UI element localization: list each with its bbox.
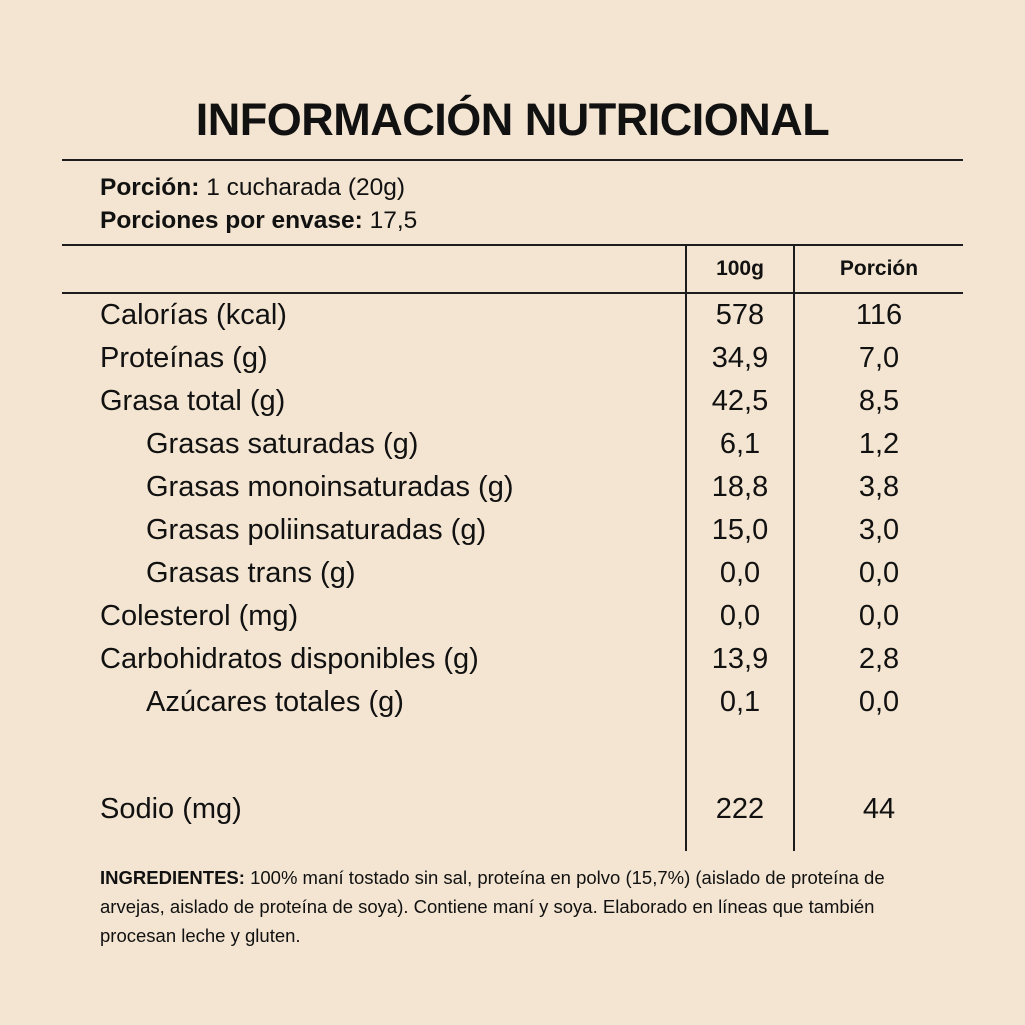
value-100g: 18,8: [685, 466, 793, 509]
table-row-grasas-saturadas: Grasas saturadas (g) 6,1 1,2: [62, 423, 963, 466]
value-100g: 6,1: [685, 423, 793, 466]
serving-info: Porción: 1 cucharada (20g) Porciones por…: [62, 171, 963, 237]
table-row-proteinas: Proteínas (g) 34,9 7,0: [62, 337, 963, 380]
stub-cell: [685, 831, 793, 851]
nutrient-name: Azúcares totales (g): [146, 686, 404, 718]
ingredients: INGREDIENTES: 100% maní tostado sin sal,…: [62, 863, 963, 950]
spacer-cell: [685, 724, 793, 788]
value-portion: 3,0: [793, 509, 963, 552]
value-100g: 34,9: [685, 337, 793, 380]
value-portion: 0,0: [793, 552, 963, 595]
nutrient-name: Grasas saturadas (g): [146, 428, 419, 460]
servings-line: Porciones por envase: 17,5: [100, 204, 963, 237]
portion-label: Porción:: [100, 174, 200, 201]
servings-per-package-label: Porciones por envase:: [100, 207, 363, 234]
value-portion: 116: [793, 294, 963, 337]
table-row-sodio: Sodio (mg) 222 44: [62, 788, 963, 831]
value-portion: 3,8: [793, 466, 963, 509]
table-row-grasas-poliinsaturadas: Grasas poliinsaturadas (g) 15,0 3,0: [62, 509, 963, 552]
value-100g: 0,0: [685, 595, 793, 638]
nutrient-name: Grasas monoinsaturadas (g): [146, 471, 514, 503]
value-portion: 8,5: [793, 380, 963, 423]
table-stub-row: [62, 831, 963, 851]
value-100g: 0,1: [685, 681, 793, 724]
value-100g: 15,0: [685, 509, 793, 552]
nutrient-name: Calorías (kcal): [100, 299, 287, 331]
value-portion: 1,2: [793, 423, 963, 466]
table-row-calorias: Calorías (kcal) 578 116: [62, 294, 963, 337]
table-row-azucares-totales: Azúcares totales (g) 0,1 0,0: [62, 681, 963, 724]
value-portion: 44: [793, 788, 963, 831]
value-100g: 578: [685, 294, 793, 337]
table-row-grasas-monoinsaturadas: Grasas monoinsaturadas (g) 18,8 3,8: [62, 466, 963, 509]
nutrient-name: Colesterol (mg): [100, 600, 299, 632]
nutrient-name: Proteínas (g): [100, 342, 268, 374]
value-100g: 42,5: [685, 380, 793, 423]
nutrient-name: Grasa total (g): [100, 385, 286, 417]
table-row-carbohidratos: Carbohidratos disponibles (g) 13,9 2,8: [62, 638, 963, 681]
table-spacer-row: [62, 724, 963, 788]
spacer-cell: [793, 724, 963, 788]
value-100g: 222: [685, 788, 793, 831]
nutrient-name: Sodio (mg): [100, 793, 242, 825]
value-portion: 7,0: [793, 337, 963, 380]
nutrient-name: Grasas trans (g): [146, 557, 356, 589]
spacer-cell: [62, 724, 685, 788]
stub-cell: [62, 831, 685, 851]
nutrition-table: 100g Porción Calorías (kcal) 578 116 Pro…: [62, 244, 963, 851]
page-title: INFORMACIÓN NUTRICIONAL: [195, 94, 830, 145]
stub-cell: [793, 831, 963, 851]
header-empty-cell: [62, 246, 685, 292]
table-row-grasa-total: Grasa total (g) 42,5 8,5: [62, 380, 963, 423]
table-header-row: 100g Porción: [62, 246, 963, 294]
divider-top: [62, 159, 963, 161]
nutrient-name: Carbohidratos disponibles (g): [100, 643, 479, 675]
value-portion: 2,8: [793, 638, 963, 681]
column-header-portion: Porción: [793, 246, 963, 292]
nutrient-name: Grasas poliinsaturadas (g): [146, 514, 487, 546]
portion-value: 1 cucharada (20g): [206, 174, 406, 201]
value-100g: 0,0: [685, 552, 793, 595]
ingredients-label: INGREDIENTES:: [100, 867, 245, 888]
value-100g: 13,9: [685, 638, 793, 681]
table-row-grasas-trans: Grasas trans (g) 0,0 0,0: [62, 552, 963, 595]
table-row-colesterol: Colesterol (mg) 0,0 0,0: [62, 595, 963, 638]
value-portion: 0,0: [793, 681, 963, 724]
ingredients-text: 100% maní tostado sin sal, proteína en p…: [100, 867, 885, 946]
servings-per-package-value: 17,5: [369, 207, 418, 234]
column-header-100g: 100g: [685, 246, 793, 292]
portion-line: Porción: 1 cucharada (20g): [100, 171, 963, 204]
value-portion: 0,0: [793, 595, 963, 638]
